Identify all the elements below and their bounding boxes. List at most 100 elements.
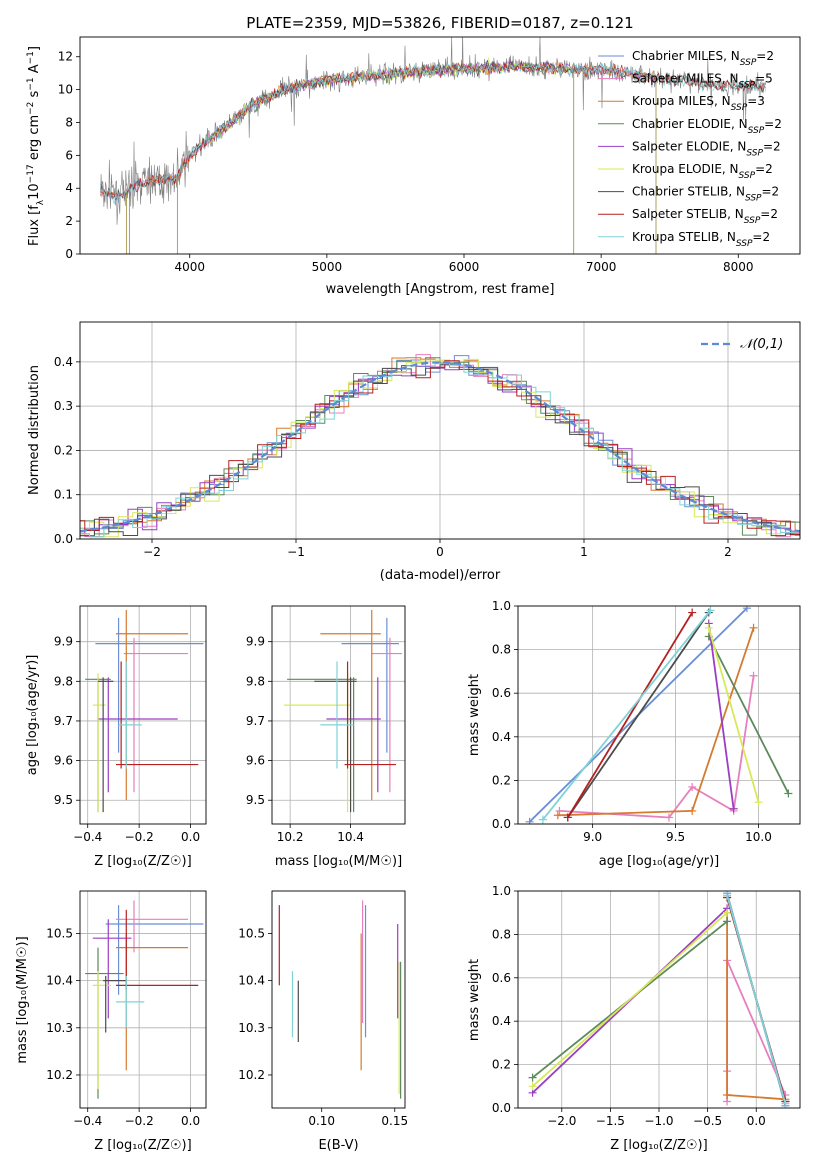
spectrum-model-kroupa-miles: [100, 59, 657, 199]
weight-marker: [754, 798, 763, 807]
y-tick-label: 10.2: [238, 1068, 265, 1082]
weight-marker: [688, 782, 697, 791]
weight-marker: [525, 817, 534, 824]
x-tick-label: 0: [436, 545, 444, 559]
y-axis-label: Normed distribution: [27, 365, 42, 495]
legend-entry: Kroupa ELODIE, NSSP=2: [632, 162, 773, 181]
weight-marker: [555, 806, 564, 815]
y-tick-label: 0: [65, 247, 73, 261]
x-tick-label: 8000: [723, 260, 754, 274]
panel-age_vs_mass: 10.2 10.4 9.5 9.6 9.7 9.8 9.9 mass [log₁₀(M/M☉)…: [246, 605, 406, 869]
y-tick-label: 0.0: [492, 817, 511, 831]
x-tick-label: 7000: [586, 260, 617, 274]
y-tick-label: 12: [58, 50, 73, 64]
axes-frame: [271, 890, 406, 1109]
panel-weight_vs_age: 9.0 9.5 10.0 0.0 0.2 0.4 0.6 0.8 1.0 age [log₁₀(a…: [467, 599, 801, 869]
y-tick-label: 10.4: [238, 974, 265, 988]
weight-marker: [704, 623, 713, 632]
x-tick-label: 0.0: [181, 1114, 200, 1128]
y-tick-label: 10.3: [238, 1021, 265, 1035]
x-tick-label: 2: [724, 545, 732, 559]
y-tick-label: 9.5: [54, 793, 73, 807]
x-tick-label: −0.4: [73, 830, 102, 844]
y-tick-label: 0.4: [54, 355, 73, 369]
legend-entry: Chabrier STELIB, NSSP=2: [632, 185, 779, 204]
y-axis-label: mass [log₁₀(M/M☉)]: [15, 936, 30, 1063]
histogram-salpeter-stelib: [80, 360, 800, 536]
legend-entry: Kroupa STELIB, NSSP=2: [632, 230, 770, 249]
x-axis-label: Z [log₁₀(Z/Z☉)]: [610, 1138, 707, 1153]
axes-frame: [271, 605, 406, 825]
y-tick-label: 10: [58, 83, 73, 97]
y-tick-label: 0.6: [492, 971, 511, 985]
x-tick-label: 0.10: [308, 1114, 335, 1128]
y-tick-label: 0.1: [54, 488, 73, 502]
histogram-kroupa-stelib: [80, 363, 800, 538]
y-tick-label: 0.2: [54, 443, 73, 457]
y-tick-label: 9.9: [246, 635, 265, 649]
y-tick-label: 0.0: [492, 1101, 511, 1115]
weight-marker: [742, 606, 751, 613]
x-tick-label: 4000: [174, 260, 205, 274]
weight-marker: [688, 608, 697, 617]
spectrum-model-salpeter-stelib: [100, 60, 766, 199]
y-tick-label: 0.4: [492, 730, 511, 744]
axes-frame: [517, 890, 801, 1109]
x-axis-label: Z [log₁₀(Z/Z☉)]: [94, 854, 191, 869]
axes-frame: [517, 605, 801, 825]
y-tick-label: 9.8: [246, 674, 265, 688]
weight-marker: [528, 1082, 537, 1091]
panel-weight_vs_Z: −2.0 −1.5 −1.0 −0.5 0.0 0.0 0.2 0.4 0.6 0.8 1.0 Z […: [467, 884, 801, 1153]
y-tick-label: 0.8: [492, 927, 511, 941]
weight-line-salpeter-elodie: [707, 623, 735, 809]
spectrum-model-kroupa-stelib: [100, 61, 767, 205]
weight-line-chabrier-elodie: [707, 636, 790, 794]
x-tick-label: 6000: [449, 260, 480, 274]
x-tick-label: 5000: [312, 260, 343, 274]
x-axis-label: (data-model)/error: [380, 568, 501, 583]
panel-mass_vs_EBV: 0.10 0.15 10.2 10.3 10.4 10.5 E(B-V): [238, 890, 408, 1153]
x-tick-label: −0.4: [73, 1114, 102, 1128]
weight-line-chabrier-stelib: [567, 611, 710, 819]
y-tick-label: 10.2: [46, 1068, 73, 1082]
panel-residuals: −2 −1 0 1 2 0.0 0.1 0.2 0.3 0.4 𝒩(0,1) (data-model)…: [27, 321, 801, 583]
weight-line-kroupa-elodie: [532, 912, 728, 1087]
weight-marker: [538, 815, 547, 824]
weight-marker: [784, 789, 793, 798]
legend-entry: Kroupa MILES, NSSP=3: [632, 94, 765, 113]
weight-marker: [706, 606, 715, 615]
x-tick-label: −0.2: [125, 1114, 154, 1128]
y-tick-label: 9.6: [54, 754, 73, 768]
y-tick-label: 10.5: [46, 926, 73, 940]
y-tick-label: 9.7: [54, 714, 73, 728]
x-tick-label: 0.0: [181, 830, 200, 844]
plot-area: [278, 900, 402, 1099]
x-tick-label: −2.0: [547, 1114, 576, 1128]
y-tick-label: 2: [65, 214, 73, 228]
spectrum-model-kroupa-elodie: [203, 57, 574, 145]
x-tick-label: 9.5: [666, 830, 685, 844]
spectrum-model-salpeter-elodie: [203, 60, 575, 144]
axes-frame: [79, 36, 801, 255]
weight-marker: [664, 813, 673, 822]
weight-marker: [528, 1073, 537, 1082]
weight-marker: [553, 811, 562, 820]
legend: Chabrier MILES, NSSP=2 Salpeter MILES, NS…: [598, 49, 782, 249]
y-tick-label: 10.4: [46, 974, 73, 988]
normal-curve: [80, 361, 800, 533]
weight-marker: [688, 806, 697, 815]
x-tick-label: −0.5: [693, 1114, 722, 1128]
y-tick-label: 0.0: [54, 532, 73, 546]
x-tick-label: −1.0: [644, 1114, 673, 1128]
spectrum-model-chabrier-miles: [100, 60, 657, 204]
panel-mass_vs_Z: −0.4 −0.2 0.0 10.2 10.3 10.4 10.5 Z [log₁₀(Z/Z☉…: [15, 890, 207, 1153]
y-axis-label: mass weight: [467, 959, 482, 1041]
y-tick-label: 9.9: [54, 635, 73, 649]
x-tick-label: 1: [580, 545, 588, 559]
weight-line-salpeter-stelib: [567, 612, 693, 818]
legend-entry: Salpeter MILES, NSSP=5: [632, 72, 773, 91]
plot-area: [100, 37, 767, 254]
y-tick-label: 0.2: [492, 1058, 511, 1072]
plot-area: [85, 900, 204, 1099]
weight-line-kroupa-elodie: [707, 627, 760, 803]
